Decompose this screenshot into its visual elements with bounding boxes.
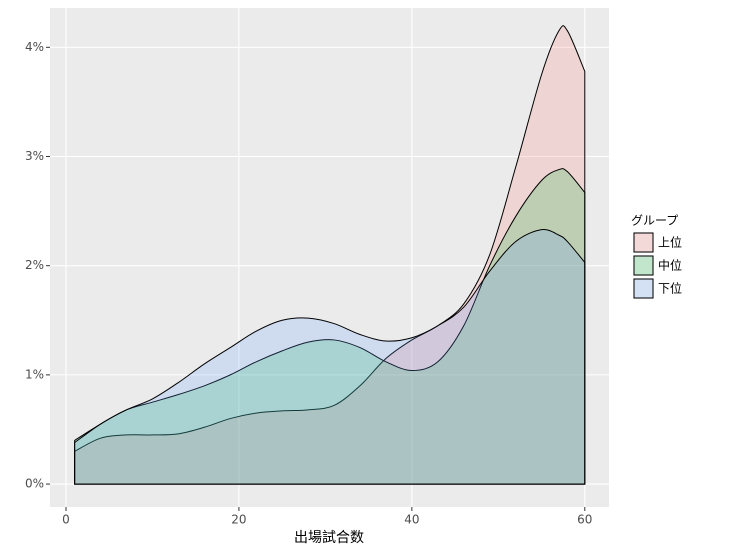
legend-swatch	[633, 255, 654, 276]
legend-label: 下位	[658, 281, 682, 296]
density-area	[74, 228, 586, 485]
legend-swatch	[633, 278, 654, 299]
legend-title: グループ	[631, 214, 678, 228]
legend-key	[633, 255, 654, 276]
x-tick-label: 40	[404, 513, 419, 527]
y-tick-label: 1%	[25, 367, 44, 381]
legend-key	[633, 232, 654, 253]
y-tick-label: 2%	[25, 258, 44, 272]
legend-swatch	[633, 232, 654, 253]
y-tick-label: 3%	[25, 149, 44, 163]
legend-label: 中位	[658, 258, 682, 273]
x-tick-label: 60	[577, 513, 592, 527]
y-tick-label: 4%	[25, 40, 44, 54]
legend-label: 上位	[658, 235, 682, 250]
x-tick-label: 0	[62, 513, 70, 527]
x-axis-title: 出場試合数	[294, 530, 364, 546]
panel	[50, 8, 609, 507]
density-area	[74, 168, 586, 485]
y-tick-label: 0%	[25, 477, 44, 491]
density-area	[74, 25, 586, 485]
legend-key	[633, 278, 654, 299]
x-tick-label: 20	[231, 513, 246, 527]
